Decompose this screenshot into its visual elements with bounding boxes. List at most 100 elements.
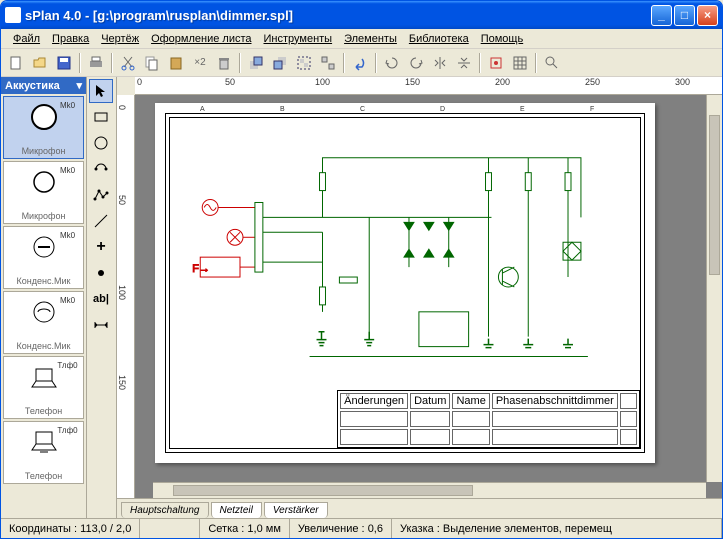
menu-library[interactable]: Библиотека (403, 31, 475, 47)
cut-button[interactable] (117, 52, 139, 74)
palette-item[interactable]: Mk0 Микрофон (3, 96, 84, 159)
menu-sheet[interactable]: Оформление листа (145, 31, 257, 47)
open-icon (32, 55, 48, 71)
maximize-button[interactable]: □ (674, 5, 695, 26)
menu-drawing[interactable]: Чертёж (95, 31, 145, 47)
print-button[interactable] (85, 52, 107, 74)
trash-icon (216, 55, 232, 71)
status-coords: Координаты : 113,0 / 2,0 (1, 519, 140, 538)
rotate-right-button[interactable] (405, 52, 427, 74)
status-zoom: Увеличение : 0,6 (290, 519, 392, 538)
pointer-icon (93, 83, 109, 99)
group-button[interactable] (293, 52, 315, 74)
palette-item[interactable]: Mk0 Микрофон (3, 161, 84, 224)
minimize-button[interactable]: _ (651, 5, 672, 26)
flip-h-icon (432, 55, 448, 71)
main-area: Аккустика▾ Mk0 Микрофон Mk0 Микрофон Mk0… (1, 77, 722, 518)
ungroup-button[interactable] (317, 52, 339, 74)
palette-item[interactable]: Mk0 Конденс.Мик (3, 291, 84, 354)
front-icon (248, 55, 264, 71)
paste-button[interactable] (165, 52, 187, 74)
junction-tool[interactable] (89, 261, 113, 285)
status-grid: Сетка : 1,0 мм (200, 519, 290, 538)
scrollbar-vertical[interactable] (706, 95, 722, 482)
close-button[interactable]: × (697, 5, 718, 26)
titleblock: ÄnderungenDatumNamePhasenabschnittdimmer (337, 390, 640, 448)
front-button[interactable] (245, 52, 267, 74)
app-window: sPlan 4.0 - [g:\program\rusplan\dimmer.s… (0, 0, 723, 539)
line-icon (93, 213, 109, 229)
copy-button[interactable] (141, 52, 163, 74)
print-icon (88, 55, 104, 71)
menu-edit[interactable]: Правка (46, 31, 95, 47)
save-button[interactable] (53, 52, 75, 74)
sheet-tabs: Hauptschaltung Netzteil Verstärker (117, 498, 722, 518)
menu-tools[interactable]: Инструменты (258, 31, 339, 47)
flip-v-button[interactable] (453, 52, 475, 74)
window-title: sPlan 4.0 - [g:\program\rusplan\dimmer.s… (25, 8, 651, 23)
circle-tool[interactable] (89, 131, 113, 155)
group-icon (296, 55, 312, 71)
svg-text:F→: F→ (192, 263, 210, 275)
palette-category-dropdown[interactable]: Аккустика▾ (1, 77, 86, 94)
palette-item[interactable]: Тлф0 Телефон (3, 421, 84, 484)
flip-h-button[interactable] (429, 52, 451, 74)
scrollbar-horizontal[interactable] (153, 482, 706, 498)
special-icon (93, 161, 109, 177)
node-tool[interactable]: + (89, 235, 113, 259)
drawing-tools: + ab| (87, 77, 117, 518)
menu-file[interactable]: Файл (7, 31, 46, 47)
special-tool[interactable] (89, 157, 113, 181)
delete-button[interactable] (213, 52, 235, 74)
rect-icon (93, 109, 109, 125)
new-button[interactable] (5, 52, 27, 74)
poly-icon (93, 187, 109, 203)
pointer-tool[interactable] (89, 79, 113, 103)
zoom-button[interactable] (541, 52, 563, 74)
snap-button[interactable] (485, 52, 507, 74)
dim-icon (93, 317, 109, 333)
sheet-tab[interactable]: Verstärker (264, 502, 328, 518)
zoom-icon (544, 55, 560, 71)
grid-icon (512, 55, 528, 71)
undo-icon (352, 55, 368, 71)
toolbar: ×2 (1, 49, 722, 77)
rotate-right-icon (408, 55, 424, 71)
save-icon (56, 55, 72, 71)
menu-help[interactable]: Помощь (475, 31, 530, 47)
line-tool[interactable] (89, 209, 113, 233)
rect-tool[interactable] (89, 105, 113, 129)
back-button[interactable] (269, 52, 291, 74)
dimension-tool[interactable] (89, 313, 113, 337)
duplicate-button[interactable]: ×2 (189, 52, 211, 74)
cut-icon (120, 55, 136, 71)
status-hint: Указка : Выделение элементов, перемещ (392, 519, 722, 538)
rotate-left-icon (384, 55, 400, 71)
snap-icon (488, 55, 504, 71)
rotate-left-button[interactable] (381, 52, 403, 74)
drawing-page: A B C D E F (155, 103, 655, 463)
canvas-area: 0 50 100 150 200 250 300 0 50 100 150 (117, 77, 722, 518)
menu-elements[interactable]: Элементы (338, 31, 403, 47)
app-icon (5, 7, 21, 23)
poly-tool[interactable] (89, 183, 113, 207)
menubar: Файл Правка Чертёж Оформление листа Инст… (1, 29, 722, 49)
sheet-tab[interactable]: Hauptschaltung (121, 502, 209, 518)
grid-button[interactable] (509, 52, 531, 74)
flip-v-icon (456, 55, 472, 71)
canvas[interactable]: A B C D E F (135, 95, 722, 498)
paste-icon (168, 55, 184, 71)
titlebar: sPlan 4.0 - [g:\program\rusplan\dimmer.s… (1, 1, 722, 29)
sheet-tab[interactable]: Netzteil (211, 502, 262, 518)
circle-icon (93, 135, 109, 151)
text-tool[interactable]: ab| (89, 287, 113, 311)
dot-icon (93, 265, 109, 281)
statusbar: Координаты : 113,0 / 2,0 Сетка : 1,0 мм … (1, 518, 722, 538)
ruler-vertical: 0 50 100 150 (117, 95, 135, 498)
back-icon (272, 55, 288, 71)
palette-item[interactable]: Mk0 Конденс.Мик (3, 226, 84, 289)
ungroup-icon (320, 55, 336, 71)
open-button[interactable] (29, 52, 51, 74)
undo-button[interactable] (349, 52, 371, 74)
palette-item[interactable]: Тлф0 Телефон (3, 356, 84, 419)
